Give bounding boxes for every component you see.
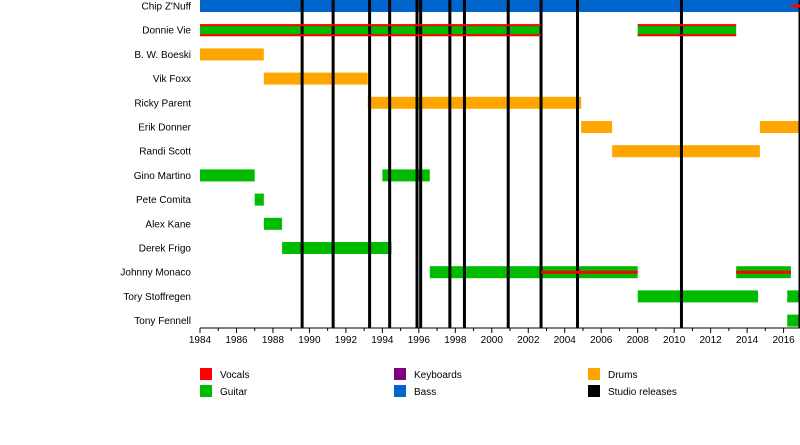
- member-label: Alex Kane: [145, 219, 191, 230]
- legend-label-bass: Bass: [414, 387, 436, 398]
- x-tick-label: 1984: [189, 335, 212, 346]
- x-tick-label: 1992: [335, 335, 358, 346]
- bar-randi-scott-drums-0: [612, 145, 760, 158]
- x-tick-label: 1986: [225, 335, 248, 346]
- legend-label-studio-releases: Studio releases: [608, 387, 677, 398]
- vocal-overlay-chip-z-nuff-1: [790, 4, 800, 8]
- bar-pete-comita-guitar-0: [254, 193, 264, 206]
- vocal-overlays: [200, 4, 800, 274]
- bar-johnny-monaco-guitar-0: [429, 266, 638, 279]
- x-tick-label: 2004: [554, 335, 577, 346]
- member-label: Ricky Parent: [134, 98, 191, 109]
- member-label: B. W. Boeski: [134, 50, 191, 61]
- x-tick-label: 1990: [298, 335, 321, 346]
- x-tick-label: 2008: [627, 335, 650, 346]
- member-labels: Chip Z'Nuff Donnie Vie B. W. Boeski Vik Fox…: [120, 2, 191, 328]
- legend-label-drums: Drums: [608, 370, 637, 381]
- member-label: Johnny Monaco: [120, 268, 191, 279]
- x-tick-label: 1998: [444, 335, 467, 346]
- member-label: Tony Fennell: [134, 316, 191, 327]
- bar-erik-donner-drums-1: [759, 121, 800, 133]
- legend: Vocals Keyboards Drums Guitar Bass Studio rel…: [200, 368, 677, 398]
- x-tick-label: 2012: [700, 335, 723, 346]
- vocal-overlay-johnny-monaco-3: [736, 270, 791, 274]
- x-tick-label: 1988: [262, 335, 285, 346]
- member-label: Randi Scott: [139, 147, 191, 158]
- vocal-edge-top-donnie-vie-3: [637, 24, 737, 27]
- legend-swatch-bass: [394, 385, 406, 397]
- member-bars: [200, 0, 800, 327]
- x-axis: 1984 1986 1988 1990 1992 1994 1996 1998 2000 2002…: [189, 327, 800, 346]
- bar-b-w-boeski-drums-0: [200, 48, 264, 61]
- bar-vik-foxx-drums-0: [263, 72, 368, 85]
- legend-swatch-guitar: [200, 385, 212, 397]
- member-label: Tory Stoffregen: [123, 292, 191, 303]
- bar-erik-donner-drums-0: [581, 121, 613, 133]
- legend-swatch-keyboards: [394, 368, 406, 380]
- x-tick-label: 2006: [590, 335, 613, 346]
- member-label: Chip Z'Nuff: [141, 2, 191, 13]
- x-tick-label: 2002: [517, 335, 540, 346]
- x-tick-label: 2014: [736, 335, 759, 346]
- bar-donnie-vie-guitar-2: [637, 24, 737, 37]
- member-label: Vik Foxx: [153, 74, 191, 85]
- x-tick-label: 1996: [408, 335, 431, 346]
- legend-label-vocals: Vocals: [220, 370, 249, 381]
- x-tick-label: 2010: [663, 335, 686, 346]
- vocal-edge-bottom-donnie-vie-1: [200, 34, 542, 37]
- x-tick-label: 2016: [772, 335, 795, 346]
- bar-tony-fennell-guitar-0: [787, 314, 800, 327]
- bar-alex-kane-guitar-0: [263, 217, 283, 230]
- bar-chip-z-nuff-bass-0: [200, 0, 800, 12]
- vocal-edge-top-donnie-vie-1: [200, 24, 542, 27]
- bar-gino-martino-guitar-0: [200, 169, 255, 182]
- member-label: Pete Comita: [136, 195, 191, 206]
- legend-swatch-vocals: [200, 368, 212, 380]
- member-label: Erik Donner: [138, 123, 191, 134]
- vocal-edge-bottom-donnie-vie-3: [637, 34, 737, 37]
- studio-release-lines: [300, 0, 800, 328]
- legend-label-guitar: Guitar: [220, 387, 248, 398]
- member-label: Gino Martino: [134, 171, 192, 182]
- member-label: Derek Frigo: [139, 244, 192, 255]
- bar-tory-stoffregen-guitar-0: [637, 290, 759, 303]
- legend-swatch-drums: [588, 368, 600, 380]
- x-tick-label: 1994: [371, 335, 394, 346]
- bar-derek-frigo-guitar-0: [282, 242, 392, 254]
- x-tick-label: 2000: [481, 335, 504, 346]
- member-label: Donnie Vie: [142, 26, 191, 37]
- legend-label-keyboards: Keyboards: [414, 370, 462, 381]
- bar-tory-stoffregen-guitar-1: [787, 290, 800, 303]
- bar-ricky-parent-drums-0: [367, 96, 582, 109]
- vocal-overlay-johnny-monaco-1: [541, 270, 638, 274]
- legend-swatch-studio-releases: [588, 385, 600, 397]
